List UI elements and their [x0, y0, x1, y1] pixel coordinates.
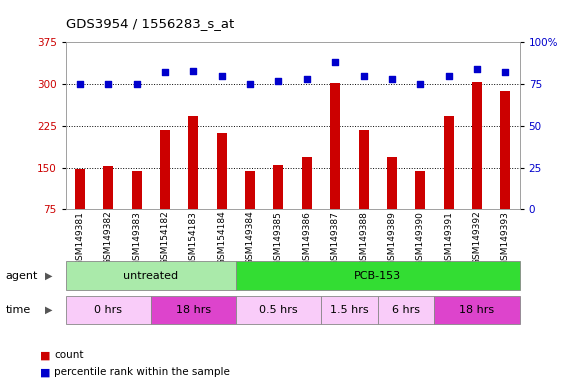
Bar — [66, 261, 236, 290]
Bar — [236, 261, 520, 290]
Text: time: time — [6, 305, 31, 315]
Point — [217, 73, 226, 79]
Text: GDS3954 / 1556283_s_at: GDS3954 / 1556283_s_at — [66, 17, 234, 30]
Point — [387, 76, 396, 82]
Bar — [359, 130, 368, 209]
Text: untreated: untreated — [123, 270, 178, 281]
Point — [104, 81, 113, 87]
Text: agent: agent — [6, 270, 38, 281]
Point — [274, 78, 283, 84]
Point — [331, 59, 340, 65]
Bar — [444, 116, 453, 209]
Bar — [132, 171, 142, 209]
Bar — [151, 296, 236, 324]
Text: ■: ■ — [40, 350, 50, 360]
Bar — [274, 165, 283, 209]
Point — [472, 66, 481, 72]
Bar — [103, 166, 113, 209]
Bar — [188, 116, 198, 209]
Bar — [75, 169, 85, 209]
Bar — [321, 296, 378, 324]
Point — [416, 81, 425, 87]
Text: count: count — [54, 350, 84, 360]
Bar — [217, 133, 227, 209]
Bar — [378, 296, 435, 324]
Point — [160, 69, 170, 75]
Text: 0 hrs: 0 hrs — [94, 305, 122, 315]
Bar — [330, 83, 340, 209]
Text: 18 hrs: 18 hrs — [176, 305, 211, 315]
Point — [501, 69, 510, 75]
Point — [132, 81, 141, 87]
Bar — [500, 91, 510, 209]
Bar — [472, 82, 482, 209]
Bar — [387, 157, 397, 209]
Point — [444, 73, 453, 79]
Text: ▶: ▶ — [45, 305, 53, 315]
Bar — [236, 296, 321, 324]
Bar — [302, 157, 312, 209]
Bar — [160, 130, 170, 209]
Point — [359, 73, 368, 79]
Text: 1.5 hrs: 1.5 hrs — [330, 305, 369, 315]
Bar — [435, 296, 520, 324]
Text: percentile rank within the sample: percentile rank within the sample — [54, 367, 230, 377]
Point — [246, 81, 255, 87]
Bar — [415, 171, 425, 209]
Bar — [66, 296, 151, 324]
Text: 18 hrs: 18 hrs — [460, 305, 494, 315]
Point — [189, 68, 198, 74]
Point — [75, 81, 85, 87]
Text: PCB-153: PCB-153 — [354, 270, 401, 281]
Bar — [245, 171, 255, 209]
Text: 0.5 hrs: 0.5 hrs — [259, 305, 297, 315]
Text: 6 hrs: 6 hrs — [392, 305, 420, 315]
Text: ▶: ▶ — [45, 270, 53, 281]
Point — [302, 76, 311, 82]
Text: ■: ■ — [40, 367, 50, 377]
